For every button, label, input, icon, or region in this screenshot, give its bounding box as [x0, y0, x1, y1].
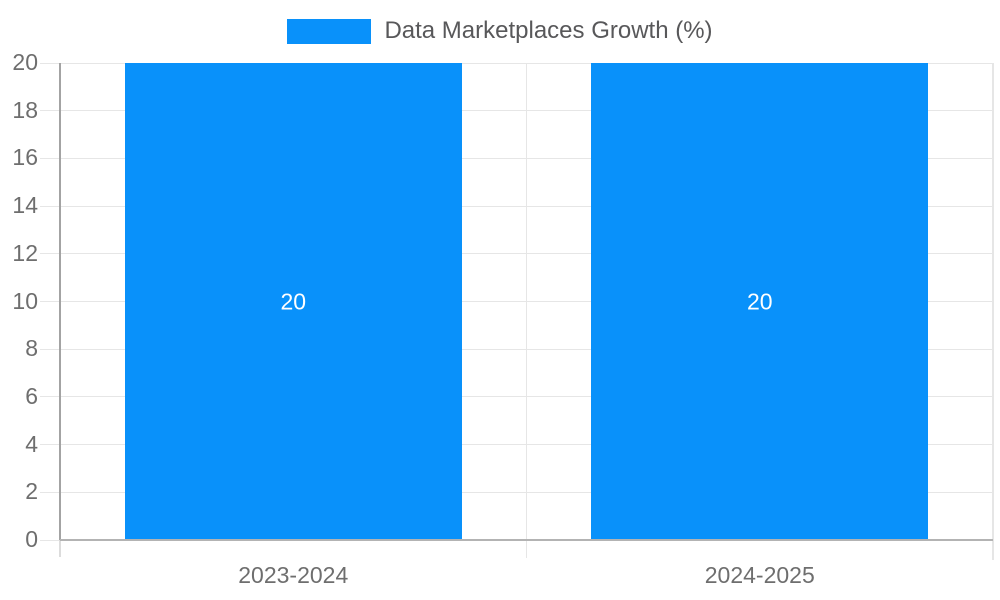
y-gridline	[40, 157, 993, 159]
y-axis-tick-label: 2	[25, 478, 38, 505]
y-gridline	[40, 62, 993, 64]
bar-value-label: 20	[280, 288, 307, 314]
x-axis-category-label: 2024-2025	[704, 562, 815, 588]
y-gridline	[40, 253, 993, 255]
y-axis-tick-label: 20	[12, 48, 38, 75]
y-gridline	[40, 110, 993, 112]
y-axis-tick-label: 8	[25, 335, 38, 362]
y-axis-tick-label: 16	[12, 144, 38, 171]
y-axis-tick-label: 4	[25, 430, 38, 457]
chart-legend: Data Marketplaces Growth (%)	[0, 17, 1000, 45]
y-gridline	[40, 491, 993, 493]
x-axis-baseline	[60, 539, 993, 541]
y-axis-tick-label: 12	[12, 239, 38, 266]
bar-value-label: 20	[746, 288, 773, 314]
legend-label: Data Marketplaces Growth (%)	[384, 17, 713, 44]
x-axis-category-label: 2023-2024	[238, 562, 349, 588]
legend-swatch	[287, 18, 372, 44]
bar	[124, 63, 462, 540]
plot-right-border	[992, 63, 994, 560]
y-axis-line-extension	[59, 540, 61, 557]
y-axis-tick-label: 14	[12, 192, 38, 219]
y-axis-tick-label: 18	[12, 96, 38, 123]
y-axis-tick-label: 10	[12, 287, 38, 314]
y-axis-line	[59, 63, 61, 540]
y-gridline	[40, 301, 993, 302]
category-divider-line	[525, 63, 528, 558]
bar	[591, 63, 929, 540]
y-gridline	[40, 205, 993, 207]
y-axis-tick-label: 0	[25, 525, 38, 552]
y-axis-tick-label: 6	[25, 382, 38, 409]
y-gridline	[40, 396, 993, 398]
y-axis-tick	[40, 539, 60, 541]
y-gridline	[40, 348, 993, 350]
y-gridline	[40, 444, 993, 446]
